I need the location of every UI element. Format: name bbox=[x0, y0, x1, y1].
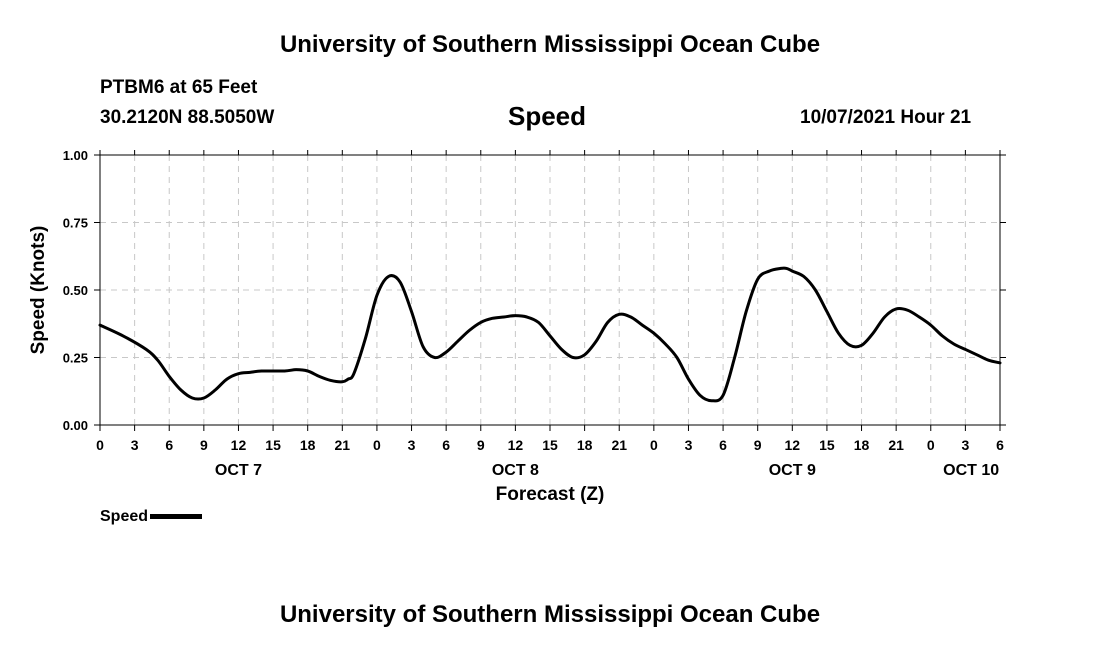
station-coords: 30.2120N 88.5050W bbox=[100, 107, 275, 128]
x-tick-label: 15 bbox=[265, 437, 281, 453]
x-tick-label: 3 bbox=[131, 437, 139, 453]
station-label: PTBM6 at 65 Feet bbox=[100, 77, 258, 98]
x-tick-label: 12 bbox=[508, 437, 524, 453]
x-tick-label: 3 bbox=[685, 437, 693, 453]
forecast-timestamp: 10/07/2021 Hour 21 bbox=[800, 107, 972, 128]
legend-line-swatch bbox=[150, 514, 203, 520]
x-tick-label: 18 bbox=[300, 437, 316, 453]
x-tick-label: 3 bbox=[408, 437, 416, 453]
x-tick-label: 21 bbox=[611, 437, 627, 453]
y-tick-label: 0.50 bbox=[63, 283, 88, 298]
x-tick-label: 9 bbox=[200, 437, 208, 453]
x-tick-label: 15 bbox=[819, 437, 835, 453]
x-tick-label: 6 bbox=[719, 437, 727, 453]
x-tick-label: 9 bbox=[754, 437, 762, 453]
x-tick-label: 6 bbox=[996, 437, 1004, 453]
x-tick-label: 18 bbox=[854, 437, 870, 453]
legend: Speed bbox=[100, 508, 203, 526]
x-tick-label: 21 bbox=[335, 437, 351, 453]
x-tick-label: 3 bbox=[961, 437, 969, 453]
date-label: OCT 7 bbox=[215, 462, 262, 479]
x-tick-label: 12 bbox=[785, 437, 801, 453]
y-tick-label: 0.75 bbox=[63, 216, 88, 231]
variable-title: Speed bbox=[508, 101, 587, 131]
x-tick-label: 6 bbox=[165, 437, 173, 453]
x-tick-label: 6 bbox=[442, 437, 450, 453]
x-tick-label: 18 bbox=[577, 437, 593, 453]
speed-series-line bbox=[98, 266, 1002, 403]
y-tick-label: 0.00 bbox=[63, 418, 88, 433]
x-tick-label: 0 bbox=[650, 437, 658, 453]
date-label: OCT 8 bbox=[492, 462, 539, 479]
x-tick-label: 0 bbox=[927, 437, 935, 453]
date-label: OCT 10 bbox=[943, 462, 999, 479]
legend-label: Speed bbox=[100, 508, 149, 525]
footer-title: University of Southern Mississippi Ocean… bbox=[279, 601, 821, 628]
x-tick-label: 15 bbox=[542, 437, 558, 453]
x-tick-label: 0 bbox=[96, 437, 104, 453]
x-axis-label: Forecast (Z) bbox=[496, 484, 605, 505]
chart-title: University of Southern Mississippi Ocean… bbox=[279, 31, 821, 58]
x-tick-label: 12 bbox=[231, 437, 247, 453]
x-tick-label: 21 bbox=[888, 437, 904, 453]
x-tick-label: 0 bbox=[373, 437, 381, 453]
y-tick-label: 1.00 bbox=[63, 148, 88, 163]
x-tick-label: 9 bbox=[477, 437, 485, 453]
y-tick-label: 0.25 bbox=[63, 351, 88, 366]
date-label: OCT 9 bbox=[769, 462, 816, 479]
y-axis-label: Speed (Knots) bbox=[28, 226, 49, 355]
